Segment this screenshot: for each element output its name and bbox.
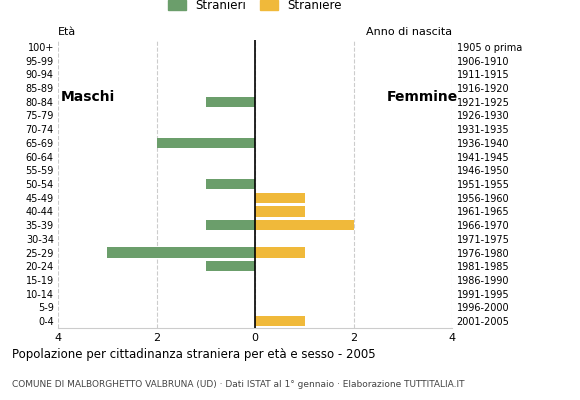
Bar [255, 220, 354, 230]
Bar [206, 179, 255, 189]
Bar [206, 220, 255, 230]
Text: Anno di nascita: Anno di nascita [367, 27, 452, 37]
Bar [255, 192, 304, 203]
Text: Femmine: Femmine [387, 90, 458, 104]
Text: Maschi: Maschi [60, 90, 115, 104]
Text: COMUNE DI MALBORGHETTO VALBRUNA (UD) · Dati ISTAT al 1° gennaio · Elaborazione T: COMUNE DI MALBORGHETTO VALBRUNA (UD) · D… [12, 380, 464, 389]
Bar [206, 261, 255, 272]
Bar [107, 248, 255, 258]
Bar [255, 248, 304, 258]
Bar [255, 316, 304, 326]
Legend: Stranieri, Straniere: Stranieri, Straniere [164, 0, 347, 17]
Bar [157, 138, 255, 148]
Bar [255, 206, 304, 216]
Text: Popolazione per cittadinanza straniera per età e sesso - 2005: Popolazione per cittadinanza straniera p… [12, 348, 375, 361]
Text: Età: Età [58, 27, 76, 37]
Bar [206, 96, 255, 107]
